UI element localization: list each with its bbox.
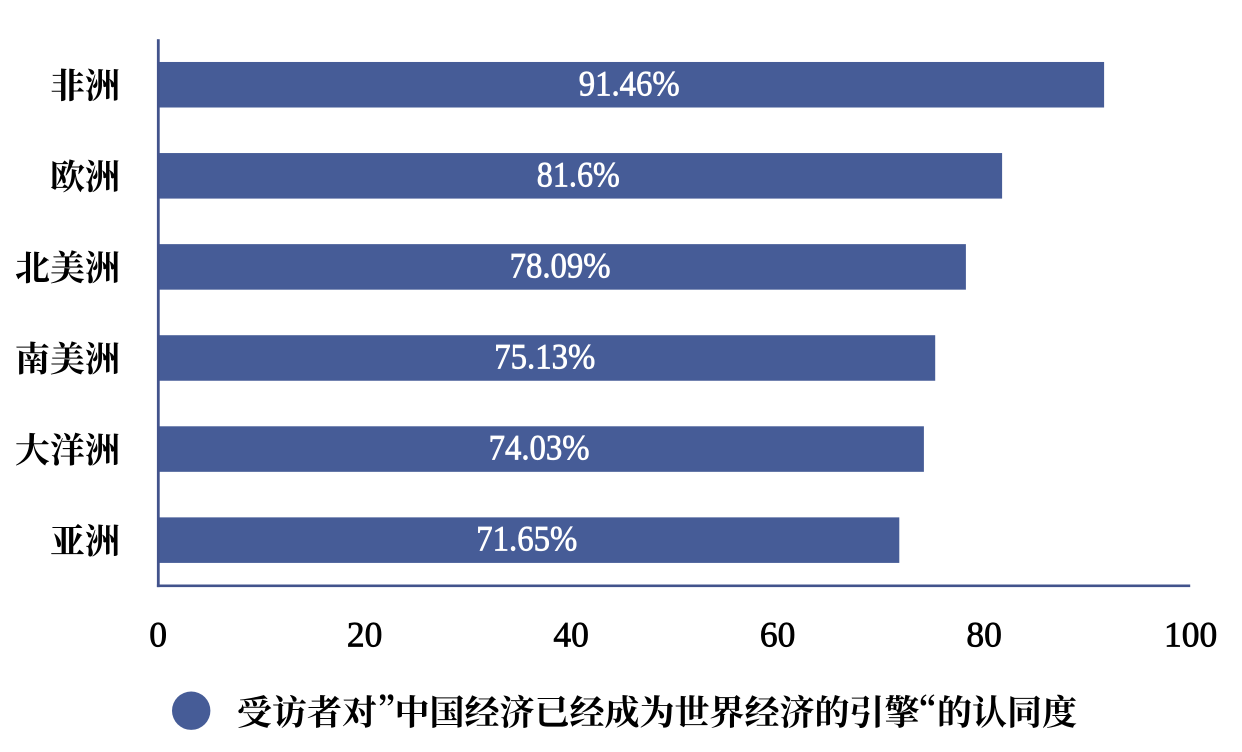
svg-text:40: 40 — [553, 614, 589, 654]
svg-text:91.46%: 91.46% — [579, 63, 680, 103]
svg-text:75.13%: 75.13% — [494, 337, 595, 377]
svg-text:60: 60 — [760, 614, 796, 654]
svg-text:81.6%: 81.6% — [537, 154, 620, 194]
svg-text:20: 20 — [347, 614, 383, 654]
svg-text:100: 100 — [1164, 614, 1217, 654]
svg-text:80: 80 — [966, 614, 1002, 654]
svg-text:0: 0 — [149, 614, 167, 654]
svg-text:74.03%: 74.03% — [489, 428, 590, 468]
svg-text:78.09%: 78.09% — [510, 246, 611, 286]
svg-text:71.65%: 71.65% — [476, 519, 577, 559]
